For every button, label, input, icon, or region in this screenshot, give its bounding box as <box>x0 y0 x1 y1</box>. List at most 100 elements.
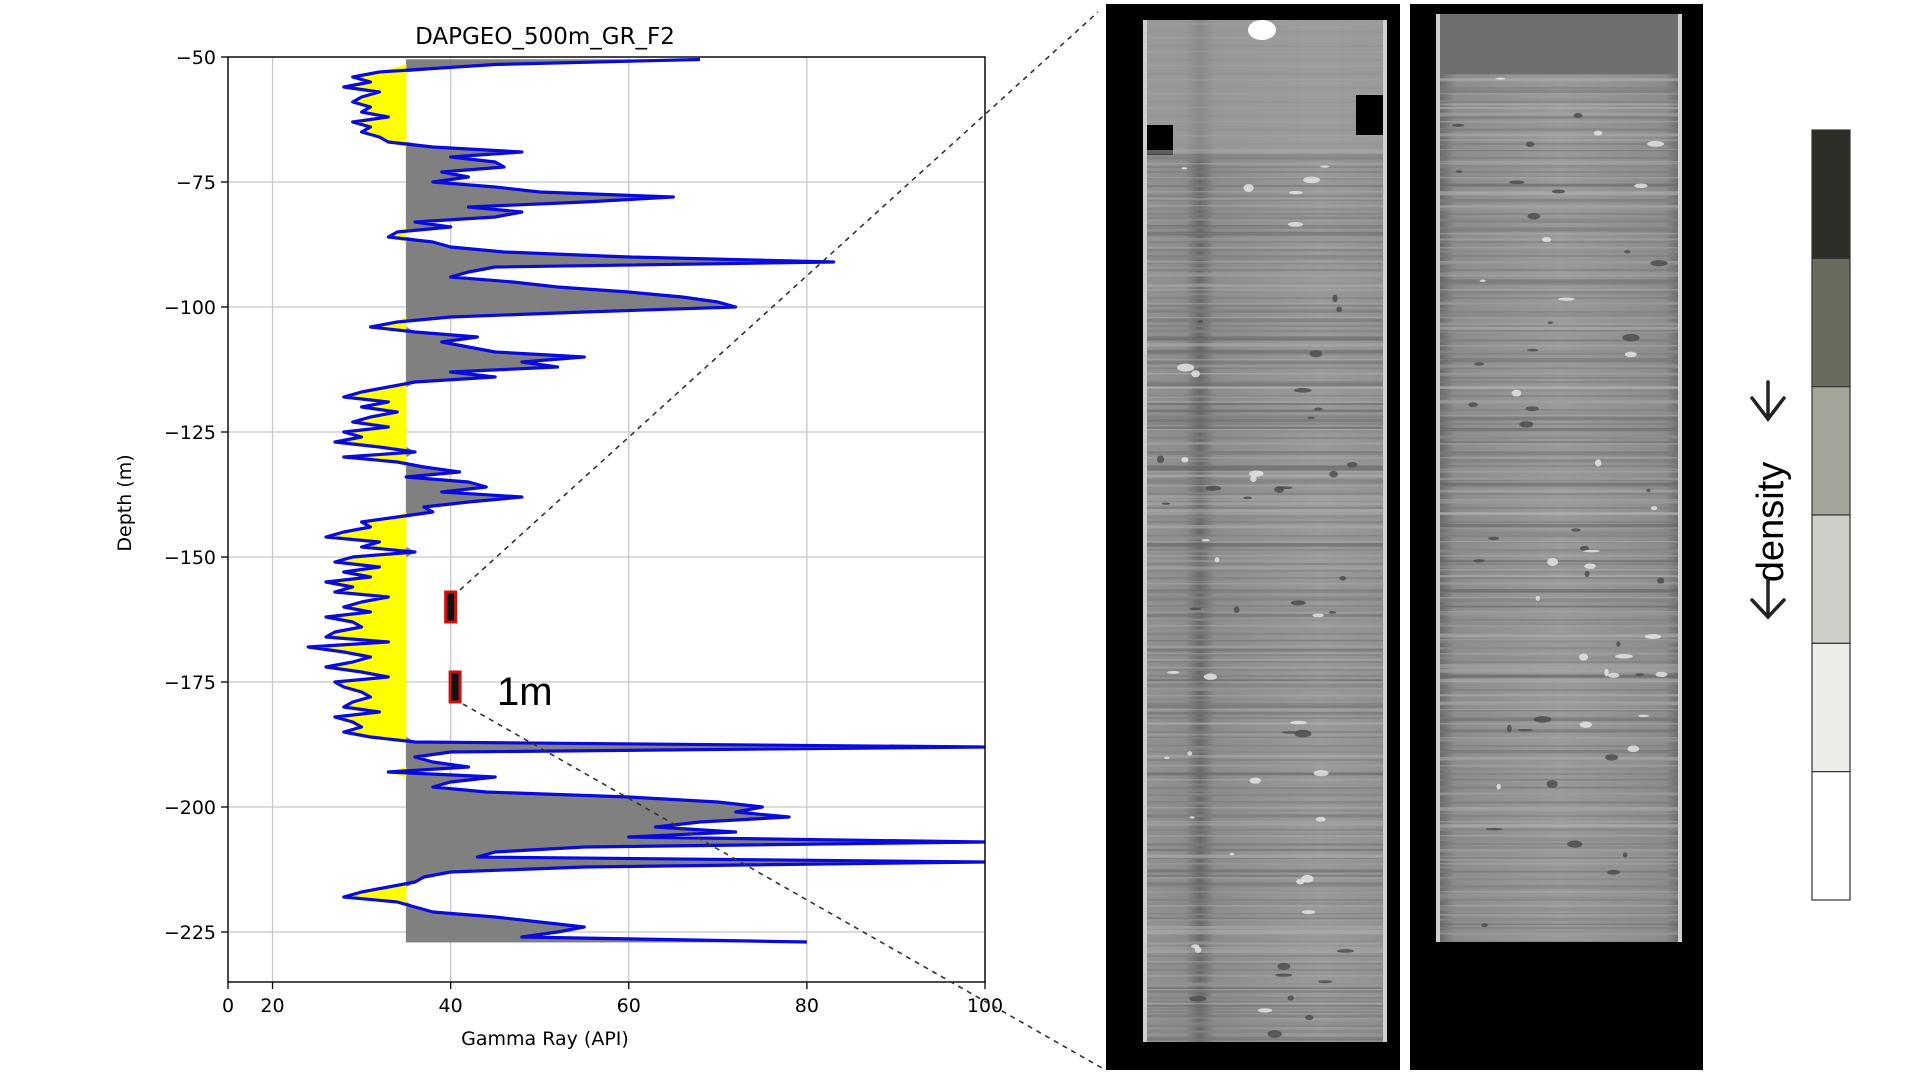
core-lamina <box>1440 812 1678 815</box>
core-lamina <box>1147 441 1383 445</box>
core-lamina <box>1440 477 1678 480</box>
core-clast <box>1205 485 1222 491</box>
core-lamina <box>1440 308 1678 310</box>
core-lamina <box>1147 854 1383 858</box>
core-lamina <box>1147 349 1383 354</box>
core-lamina <box>1147 754 1383 758</box>
core-lamina <box>1147 914 1383 916</box>
core-lamina <box>1147 917 1383 920</box>
core-lamina <box>1440 218 1678 223</box>
core-lamina <box>1147 789 1383 792</box>
core-clast <box>1583 549 1600 553</box>
core-lamina <box>1147 1021 1383 1025</box>
core-lamina <box>1147 645 1383 649</box>
core-lamina <box>1440 183 1678 187</box>
core-lamina <box>1440 739 1678 742</box>
core-clast <box>1229 852 1235 856</box>
core-clast <box>1607 869 1620 875</box>
core-lamina <box>1147 844 1383 846</box>
core-lamina <box>1440 612 1678 616</box>
core-lamina <box>1440 923 1678 925</box>
core-lamina <box>1147 460 1383 462</box>
core-clast <box>1571 528 1581 532</box>
core-lamina <box>1440 729 1678 732</box>
core-lamina <box>1440 589 1678 593</box>
density-swatch <box>1811 514 1851 644</box>
core-clast <box>1608 672 1620 678</box>
core-lamina <box>1147 414 1383 419</box>
core-lamina <box>1147 502 1383 506</box>
core-clast <box>1594 459 1602 467</box>
core-clast <box>1509 180 1525 185</box>
core-clast <box>1567 840 1583 848</box>
core-lamina <box>1147 225 1383 227</box>
x-tick-label: 60 <box>617 995 641 1017</box>
core-lamina <box>1147 862 1383 864</box>
core-lamina <box>1147 618 1383 621</box>
core-clast <box>1249 470 1264 477</box>
core-lamina <box>1147 973 1383 976</box>
core-clast <box>1546 780 1558 788</box>
core-clast <box>1479 279 1486 283</box>
core-clast <box>1644 634 1662 639</box>
core-lamina <box>1440 756 1678 761</box>
core-lamina <box>1440 192 1678 196</box>
core-lamina <box>1147 596 1383 601</box>
core-clast <box>1290 600 1306 606</box>
core-clast <box>1191 944 1200 949</box>
core-lamina <box>1440 164 1678 169</box>
core-clast <box>1584 570 1590 578</box>
core-lamina <box>1440 575 1678 578</box>
gr-fills <box>308 59 985 943</box>
density-swatch <box>1811 257 1851 388</box>
core-lamina <box>1147 208 1383 211</box>
core-lamina <box>1147 823 1383 826</box>
core-clast <box>1622 333 1640 342</box>
core-clast <box>1579 653 1589 661</box>
core-clast <box>1201 539 1210 542</box>
core-lamina <box>1440 633 1678 638</box>
core-lamina <box>1147 198 1383 200</box>
core-lamina <box>1147 185 1383 187</box>
core-lamina <box>1147 426 1383 429</box>
core-lamina <box>1440 606 1678 608</box>
core-lamina <box>1147 336 1383 341</box>
core-lamina <box>1440 683 1678 685</box>
core-lamina <box>1440 489 1678 493</box>
core-lamina <box>1147 813 1383 818</box>
core-clast <box>1451 123 1465 127</box>
core-lamina <box>1440 701 1678 705</box>
core-lamina <box>1440 411 1678 415</box>
core-lamina <box>1147 954 1383 956</box>
core-lamina <box>1147 783 1383 786</box>
y-tick-label: −75 <box>176 172 216 194</box>
core-lamina <box>1440 855 1678 857</box>
core-lamina <box>1440 523 1678 528</box>
core-lamina <box>1440 112 1678 117</box>
density-swatch <box>1811 771 1851 901</box>
core-clast <box>1474 362 1485 366</box>
core-clast <box>1287 222 1304 227</box>
core-lamina <box>1147 194 1383 197</box>
core-lamina <box>1440 930 1678 934</box>
core-lamina <box>1440 877 1678 881</box>
core-lamina <box>1440 664 1678 668</box>
core-clast <box>1289 191 1303 195</box>
core-lamina <box>1147 491 1383 494</box>
core-clast <box>1650 506 1658 511</box>
core-lamina <box>1147 930 1383 934</box>
core-clast <box>1301 874 1314 883</box>
core-clast <box>1293 387 1312 393</box>
core-lamina <box>1440 622 1678 626</box>
core-clast <box>1519 421 1534 428</box>
core-lamina <box>1440 482 1678 487</box>
x-tick-label: 40 <box>439 995 463 1017</box>
core-lamina <box>1440 128 1678 130</box>
core-lamina <box>1147 372 1383 375</box>
core-clast <box>1624 351 1637 358</box>
x-tick-label: 0 <box>222 995 234 1017</box>
core-lamina <box>1147 272 1383 276</box>
x-tick-label: 100 <box>967 995 1003 1017</box>
core-clast <box>1243 183 1254 192</box>
